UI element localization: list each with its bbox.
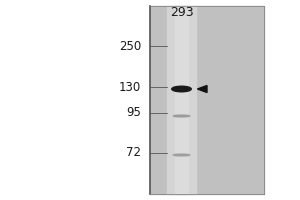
Bar: [167, 6, 196, 194]
Ellipse shape: [173, 115, 190, 117]
Polygon shape: [197, 85, 207, 93]
Bar: [150, 6, 264, 194]
Ellipse shape: [172, 86, 191, 92]
Text: 293: 293: [170, 6, 193, 20]
Text: 95: 95: [126, 106, 141, 119]
Text: 130: 130: [119, 81, 141, 94]
Ellipse shape: [173, 154, 190, 156]
Text: 250: 250: [119, 40, 141, 52]
Bar: [175, 6, 188, 194]
Text: 72: 72: [126, 146, 141, 160]
